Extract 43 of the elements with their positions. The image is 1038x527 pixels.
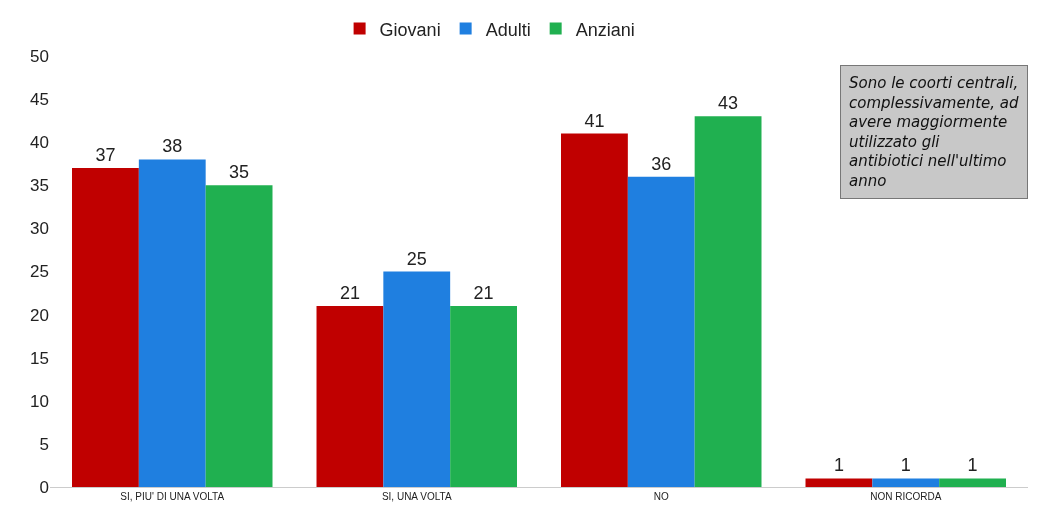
y-tick-label: 35 [30,176,49,196]
y-tick-label: 15 [30,348,49,368]
legend-label: Giovani [379,19,441,40]
bar [450,305,517,487]
data-label: 37 [95,145,116,166]
bar [561,133,628,487]
x-tick-label: NO [653,491,669,502]
bar [805,478,873,487]
y-tick-label: 30 [30,219,49,239]
bar [694,116,762,487]
y-tick-label: 5 [39,434,49,454]
data-label: 21 [473,282,494,303]
y-tick-label: 50 [30,46,49,66]
y-tick-label: 0 [39,477,49,497]
data-label: 35 [229,162,250,183]
x-tick-label: SI, PIU' DI UNA VOLTA [120,491,225,502]
y-tick-label: 40 [30,133,49,153]
y-tick-label: 25 [30,262,49,282]
data-label: 1 [833,455,844,476]
legend-label: Adulti [485,19,531,40]
data-label: 1 [900,455,911,476]
y-tick-label: 10 [30,391,49,411]
data-label: 25 [406,248,427,269]
bar [316,305,384,487]
data-label: 21 [339,282,360,303]
data-label: 43 [718,93,739,114]
bar [205,185,273,487]
x-tick-label: SI, UNA VOLTA [381,491,452,502]
y-tick-label: 20 [30,305,49,325]
y-tick-label: 45 [30,90,49,110]
bar [627,176,695,487]
data-label: 36 [651,153,672,174]
bar [872,478,940,487]
x-tick-label: NON RICORDA [870,491,942,502]
bar [939,478,1006,487]
data-label: 38 [162,136,183,157]
bar [72,168,139,487]
bar [383,271,451,487]
legend-label: Anziani [575,19,635,40]
annotation: Sono le coorti centrali, complessivamente, ad avere maggiormente utilizzato gli antibiotici nell'ultimo anno [849,74,1019,190]
data-label: 1 [967,455,978,476]
data-label: 41 [584,110,605,131]
bar [138,159,206,487]
